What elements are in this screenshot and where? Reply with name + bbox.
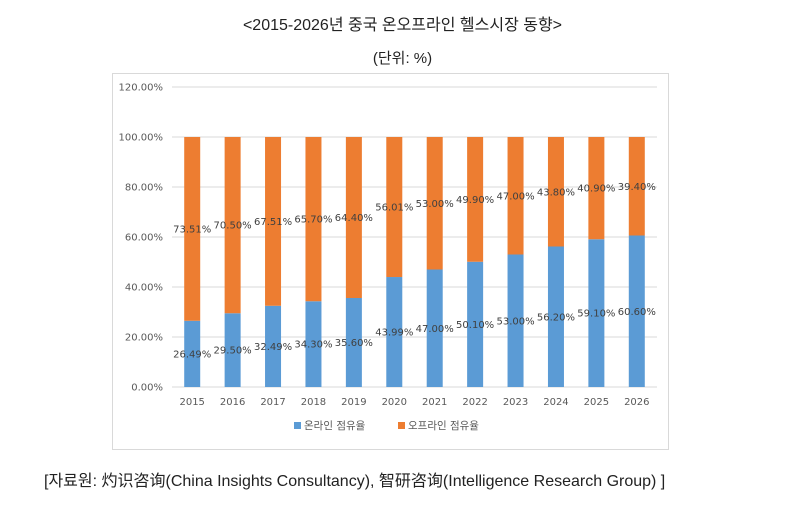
data-label: 59.10% — [577, 309, 615, 320]
data-label: 50.10% — [456, 320, 494, 331]
bar-online — [386, 277, 403, 387]
bar-offline — [224, 137, 241, 314]
y-tick-label: 80.00% — [125, 183, 163, 194]
y-tick-label: 40.00% — [125, 283, 163, 294]
data-label: 34.30% — [294, 340, 332, 351]
legend-label: 온라인 점유율 — [304, 420, 366, 432]
chart-unit: (단위: %) — [372, 50, 433, 67]
data-label: 67.51% — [254, 217, 292, 228]
bar-online — [588, 239, 605, 387]
data-label: 47.00% — [496, 191, 534, 202]
x-tick-label: 2017 — [260, 397, 285, 408]
bar-online — [426, 269, 443, 387]
x-tick-label: 2024 — [543, 397, 568, 408]
bar-online — [628, 235, 645, 387]
data-label: 29.50% — [214, 346, 252, 357]
y-tick-label: 20.00% — [125, 333, 163, 344]
y-tick-label: 0.00% — [131, 383, 163, 394]
bar-online — [305, 301, 322, 387]
legend-label: 오프라인 점유율 — [408, 420, 479, 432]
data-label: 43.99% — [375, 328, 413, 339]
bar-online — [224, 313, 241, 387]
y-tick-label: 120.00% — [119, 83, 164, 94]
data-label: 56.01% — [375, 203, 413, 214]
bar-online — [184, 320, 201, 387]
bar-offline — [426, 137, 443, 270]
bar-offline — [467, 137, 484, 262]
data-label: 53.00% — [496, 316, 534, 327]
data-label: 47.00% — [416, 324, 454, 335]
bar-offline — [547, 137, 564, 247]
bar-online — [507, 254, 524, 387]
bar-offline — [628, 137, 645, 236]
data-label: 43.80% — [537, 187, 575, 198]
bar-offline — [588, 137, 605, 240]
data-label: 49.90% — [456, 195, 494, 206]
x-tick-label: 2015 — [179, 397, 204, 408]
bar-online — [467, 261, 484, 387]
bar-online — [345, 298, 362, 387]
x-tick-label: 2021 — [422, 397, 447, 408]
bar-online — [265, 305, 282, 387]
x-tick-label: 2022 — [462, 397, 487, 408]
bar-offline — [305, 137, 322, 302]
data-label: 26.49% — [173, 349, 211, 360]
data-label: 60.60% — [618, 307, 656, 318]
bar-offline — [265, 137, 282, 306]
x-tick-label: 2016 — [220, 397, 245, 408]
data-label: 56.20% — [537, 312, 575, 323]
data-label: 64.40% — [335, 213, 373, 224]
x-tick-label: 2019 — [341, 397, 366, 408]
data-label: 70.50% — [214, 221, 252, 232]
data-label: 35.60% — [335, 338, 373, 349]
legend-swatch — [398, 422, 405, 429]
y-tick-label: 100.00% — [119, 133, 164, 144]
x-tick-label: 2018 — [301, 397, 326, 408]
chart-title: <2015-2026년 중국 온오프라인 헬스시장 동향> — [242, 17, 563, 34]
bar-online — [547, 246, 564, 387]
bar-offline — [184, 137, 201, 321]
stacked-bar-chart: 0.00% 20.00% 40.00% 60.00% 80.00% 100.00% 120.… — [119, 83, 657, 432]
x-tick-label: 2023 — [503, 397, 528, 408]
x-tick-label: 2025 — [584, 397, 609, 408]
legend-swatch — [294, 422, 301, 429]
bar-offline — [345, 137, 362, 298]
bar-offline — [507, 137, 524, 255]
source-citation: [자료원: 灼识咨询(China Insights Consultancy), … — [44, 473, 666, 490]
data-label: 40.90% — [577, 184, 615, 195]
bar-offline — [386, 137, 403, 278]
y-tick-label: 60.00% — [125, 233, 163, 244]
x-tick-label: 2020 — [382, 397, 407, 408]
data-label: 32.49% — [254, 342, 292, 353]
data-label: 53.00% — [416, 199, 454, 210]
data-label: 39.40% — [618, 182, 656, 193]
x-tick-label: 2026 — [624, 397, 649, 408]
data-label: 65.70% — [294, 215, 332, 226]
data-label: 73.51% — [173, 224, 211, 235]
